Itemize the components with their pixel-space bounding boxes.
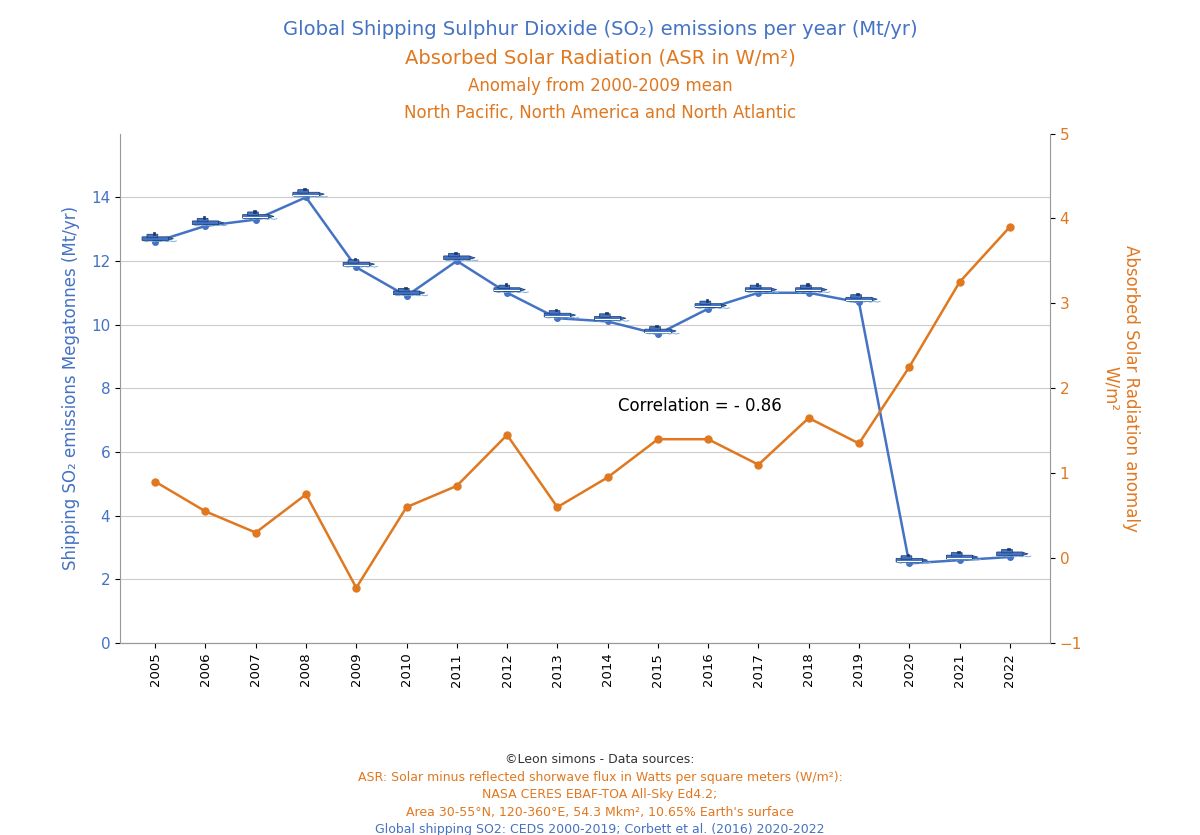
Text: Correlation = - 0.86: Correlation = - 0.86 [618, 397, 781, 414]
FancyBboxPatch shape [947, 555, 973, 559]
FancyBboxPatch shape [901, 556, 912, 559]
Text: Area 30-55°N, 120-360°E, 54.3 Mkm², 10.65% Earth's surface: Area 30-55°N, 120-360°E, 54.3 Mkm², 10.6… [406, 806, 794, 819]
FancyBboxPatch shape [644, 329, 671, 333]
FancyBboxPatch shape [444, 256, 470, 260]
Polygon shape [821, 288, 827, 291]
FancyBboxPatch shape [599, 314, 611, 317]
FancyBboxPatch shape [192, 221, 218, 225]
FancyBboxPatch shape [800, 286, 811, 289]
Bar [605, 312, 607, 315]
Polygon shape [520, 288, 526, 291]
FancyBboxPatch shape [846, 297, 872, 301]
Polygon shape [721, 304, 726, 307]
Polygon shape [871, 297, 877, 301]
FancyBboxPatch shape [851, 295, 862, 298]
FancyBboxPatch shape [449, 253, 460, 257]
FancyBboxPatch shape [695, 304, 721, 307]
Bar [504, 283, 508, 286]
Polygon shape [772, 288, 776, 291]
FancyBboxPatch shape [499, 286, 510, 289]
FancyBboxPatch shape [298, 190, 308, 193]
Bar [203, 216, 205, 219]
FancyBboxPatch shape [293, 192, 319, 196]
FancyBboxPatch shape [997, 552, 1022, 556]
Text: North Pacific, North America and North Atlantic: North Pacific, North America and North A… [404, 104, 796, 122]
Bar [354, 258, 356, 261]
Polygon shape [469, 256, 475, 260]
FancyBboxPatch shape [550, 311, 560, 314]
Bar [253, 210, 256, 213]
Polygon shape [671, 330, 676, 332]
FancyBboxPatch shape [544, 313, 570, 317]
Bar [907, 554, 910, 556]
Bar [857, 293, 859, 296]
Polygon shape [419, 291, 425, 295]
FancyBboxPatch shape [146, 235, 158, 238]
Text: Global Shipping Sulphur Dioxide (SO₂) emissions per year (Mt/yr): Global Shipping Sulphur Dioxide (SO₂) em… [283, 20, 917, 39]
Y-axis label: Shipping SO₂ emissions Megatonnes (Mt/yr): Shipping SO₂ emissions Megatonnes (Mt/yr… [62, 206, 80, 570]
Text: ©Leon simons - Data sources:: ©Leon simons - Data sources: [505, 753, 695, 767]
Polygon shape [570, 313, 576, 316]
Polygon shape [168, 237, 174, 240]
FancyBboxPatch shape [394, 291, 420, 295]
FancyBboxPatch shape [348, 260, 359, 263]
Polygon shape [972, 555, 978, 559]
FancyBboxPatch shape [1002, 549, 1013, 553]
FancyBboxPatch shape [750, 286, 761, 289]
FancyBboxPatch shape [896, 559, 923, 562]
FancyBboxPatch shape [796, 288, 822, 291]
FancyBboxPatch shape [142, 237, 168, 240]
FancyBboxPatch shape [594, 316, 620, 320]
Text: Anomaly from 2000-2009 mean: Anomaly from 2000-2009 mean [468, 77, 732, 95]
FancyBboxPatch shape [197, 218, 208, 222]
FancyBboxPatch shape [494, 288, 521, 291]
Bar [706, 299, 708, 301]
Bar [404, 286, 407, 289]
Polygon shape [368, 262, 374, 266]
Polygon shape [922, 559, 928, 562]
Polygon shape [269, 215, 274, 218]
Y-axis label: Absorbed Solar Radiation anomaly
W/m²: Absorbed Solar Radiation anomaly W/m² [1102, 245, 1140, 532]
FancyBboxPatch shape [649, 326, 660, 330]
FancyBboxPatch shape [398, 288, 409, 291]
Polygon shape [1022, 552, 1028, 555]
FancyBboxPatch shape [700, 301, 710, 305]
Polygon shape [218, 221, 223, 225]
Bar [956, 551, 960, 554]
FancyBboxPatch shape [247, 212, 258, 215]
Text: Absorbed Solar Radiation (ASR in W/m²): Absorbed Solar Radiation (ASR in W/m²) [404, 48, 796, 68]
Text: ASR: Solar minus reflected shorwave flux in Watts per square meters (W/m²):: ASR: Solar minus reflected shorwave flux… [358, 771, 842, 784]
Bar [455, 251, 457, 254]
Polygon shape [620, 316, 626, 320]
Bar [304, 188, 306, 190]
Text: Global shipping SO2: CEDS 2000-2019; Corbett et al. (2016) 2020-2022: Global shipping SO2: CEDS 2000-2019; Cor… [376, 823, 824, 835]
FancyBboxPatch shape [242, 215, 269, 218]
Bar [655, 325, 658, 327]
Bar [806, 283, 809, 286]
FancyBboxPatch shape [952, 553, 962, 556]
Text: NASA CERES EBAF-TOA All-Sky Ed4.2;: NASA CERES EBAF-TOA All-Sky Ed4.2; [482, 788, 718, 802]
Bar [1007, 548, 1009, 550]
FancyBboxPatch shape [343, 262, 370, 266]
Bar [756, 283, 758, 286]
Bar [554, 309, 557, 311]
Polygon shape [319, 193, 324, 195]
Bar [152, 232, 155, 235]
FancyBboxPatch shape [745, 288, 772, 291]
